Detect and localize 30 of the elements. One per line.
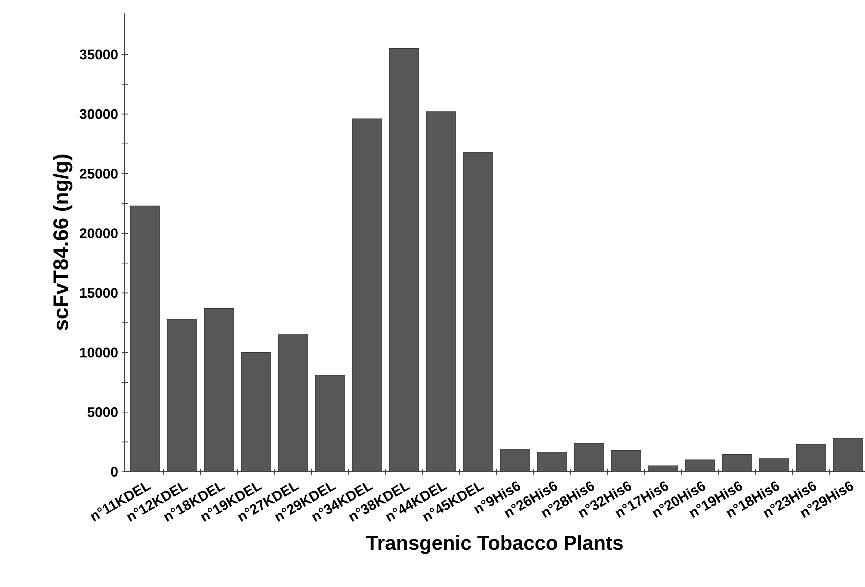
bar [278, 334, 308, 472]
bar [833, 438, 864, 472]
y-tick-label: 15000 [80, 288, 118, 298]
bar [500, 449, 530, 472]
y-tick-label: 10000 [80, 348, 118, 358]
y-tick-label: 20000 [80, 228, 118, 239]
bar [204, 308, 234, 472]
bar [463, 152, 494, 472]
y-tick-label: 35000 [80, 50, 118, 60]
bar [685, 460, 716, 472]
bar [241, 352, 272, 472]
y-tick-label: 0 [111, 467, 118, 477]
bar [722, 454, 752, 472]
bar [574, 443, 604, 472]
y-tick-label: 25000 [80, 168, 118, 179]
bar [759, 458, 790, 472]
x-axis-title: Transgenic Tobacco Plants [366, 536, 623, 554]
bar [315, 375, 346, 472]
bar [796, 444, 826, 472]
y-axis-title: scFvT84.66 (ng/g) [53, 154, 73, 330]
bar [426, 112, 456, 472]
bar [352, 118, 382, 472]
bar [648, 466, 678, 472]
bar [130, 206, 160, 472]
bar [537, 452, 568, 472]
bar [389, 48, 420, 472]
bar [167, 319, 198, 472]
bar [611, 450, 642, 472]
y-tick-label: 5000 [88, 407, 118, 418]
y-tick-label: 30000 [80, 109, 118, 120]
